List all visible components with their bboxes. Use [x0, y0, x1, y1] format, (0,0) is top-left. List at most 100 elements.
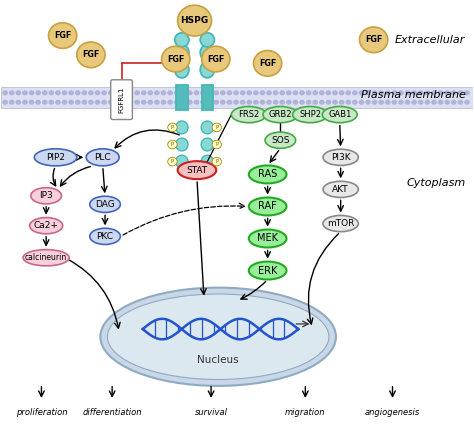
Circle shape	[358, 90, 364, 95]
Circle shape	[358, 100, 364, 105]
Circle shape	[378, 100, 384, 105]
Circle shape	[194, 90, 199, 95]
Bar	[176, 85, 188, 111]
Circle shape	[319, 90, 325, 95]
Ellipse shape	[249, 230, 286, 248]
Ellipse shape	[200, 33, 214, 47]
Text: FGFRL1: FGFRL1	[118, 86, 125, 113]
Circle shape	[161, 90, 166, 95]
Circle shape	[48, 23, 77, 49]
Text: SHP2: SHP2	[299, 110, 321, 119]
Circle shape	[339, 90, 345, 95]
Circle shape	[254, 50, 282, 76]
Circle shape	[418, 90, 424, 95]
Circle shape	[385, 90, 391, 95]
Circle shape	[22, 100, 28, 105]
Circle shape	[227, 100, 232, 105]
Circle shape	[292, 100, 298, 105]
Circle shape	[292, 90, 298, 95]
Circle shape	[332, 90, 338, 95]
Circle shape	[212, 140, 221, 149]
Circle shape	[201, 46, 230, 72]
Circle shape	[346, 100, 351, 105]
Circle shape	[121, 90, 127, 95]
Circle shape	[332, 100, 338, 105]
Circle shape	[2, 100, 8, 105]
Circle shape	[212, 123, 221, 132]
Circle shape	[306, 90, 311, 95]
Circle shape	[431, 90, 437, 95]
Circle shape	[392, 90, 397, 95]
Text: FRS2: FRS2	[238, 110, 259, 119]
Circle shape	[16, 100, 21, 105]
Text: ERK: ERK	[258, 266, 277, 276]
Text: PIP2: PIP2	[46, 153, 65, 162]
Text: differentiation: differentiation	[82, 408, 142, 417]
FancyBboxPatch shape	[111, 80, 132, 120]
Circle shape	[273, 100, 278, 105]
Ellipse shape	[90, 228, 120, 245]
Text: Cytoplasm: Cytoplasm	[406, 178, 465, 188]
Ellipse shape	[249, 197, 286, 215]
Circle shape	[212, 157, 221, 166]
Bar	[201, 85, 213, 111]
Circle shape	[425, 90, 430, 95]
Circle shape	[213, 100, 219, 105]
Ellipse shape	[175, 61, 189, 78]
Circle shape	[425, 100, 430, 105]
Circle shape	[451, 90, 456, 95]
Circle shape	[312, 90, 318, 95]
Circle shape	[178, 5, 211, 36]
Circle shape	[168, 157, 177, 166]
Circle shape	[68, 100, 74, 105]
Ellipse shape	[175, 45, 189, 61]
Circle shape	[174, 100, 180, 105]
Circle shape	[162, 46, 190, 72]
Circle shape	[42, 100, 47, 105]
Circle shape	[75, 100, 81, 105]
Ellipse shape	[200, 45, 214, 61]
Circle shape	[62, 100, 67, 105]
Circle shape	[9, 90, 15, 95]
Circle shape	[77, 42, 105, 68]
Circle shape	[365, 90, 371, 95]
Circle shape	[167, 90, 173, 95]
Circle shape	[246, 100, 252, 105]
Circle shape	[88, 90, 94, 95]
Circle shape	[141, 100, 146, 105]
Text: MEK: MEK	[257, 233, 278, 243]
Text: Extracellular: Extracellular	[395, 35, 465, 45]
Circle shape	[299, 100, 305, 105]
Circle shape	[260, 100, 265, 105]
Circle shape	[108, 100, 114, 105]
Circle shape	[95, 100, 100, 105]
Circle shape	[352, 100, 357, 105]
Circle shape	[55, 100, 61, 105]
Circle shape	[273, 90, 278, 95]
Circle shape	[154, 90, 160, 95]
Circle shape	[279, 100, 285, 105]
Ellipse shape	[23, 249, 69, 266]
Circle shape	[411, 100, 417, 105]
Text: FGF: FGF	[167, 55, 184, 64]
Circle shape	[154, 100, 160, 105]
Circle shape	[115, 90, 120, 95]
Circle shape	[187, 90, 193, 95]
Circle shape	[464, 100, 470, 105]
Circle shape	[88, 100, 94, 105]
Circle shape	[306, 100, 311, 105]
Text: STAT: STAT	[186, 166, 208, 175]
Text: P: P	[215, 125, 219, 130]
Text: FGF: FGF	[365, 35, 382, 44]
Circle shape	[167, 100, 173, 105]
Circle shape	[101, 100, 107, 105]
Circle shape	[161, 100, 166, 105]
Ellipse shape	[201, 138, 213, 151]
Ellipse shape	[176, 138, 188, 151]
Circle shape	[200, 100, 206, 105]
Text: PLC: PLC	[94, 153, 111, 162]
Circle shape	[134, 100, 140, 105]
Circle shape	[464, 90, 470, 95]
Text: Ca2+: Ca2+	[34, 221, 59, 230]
Text: FGF: FGF	[207, 55, 224, 64]
